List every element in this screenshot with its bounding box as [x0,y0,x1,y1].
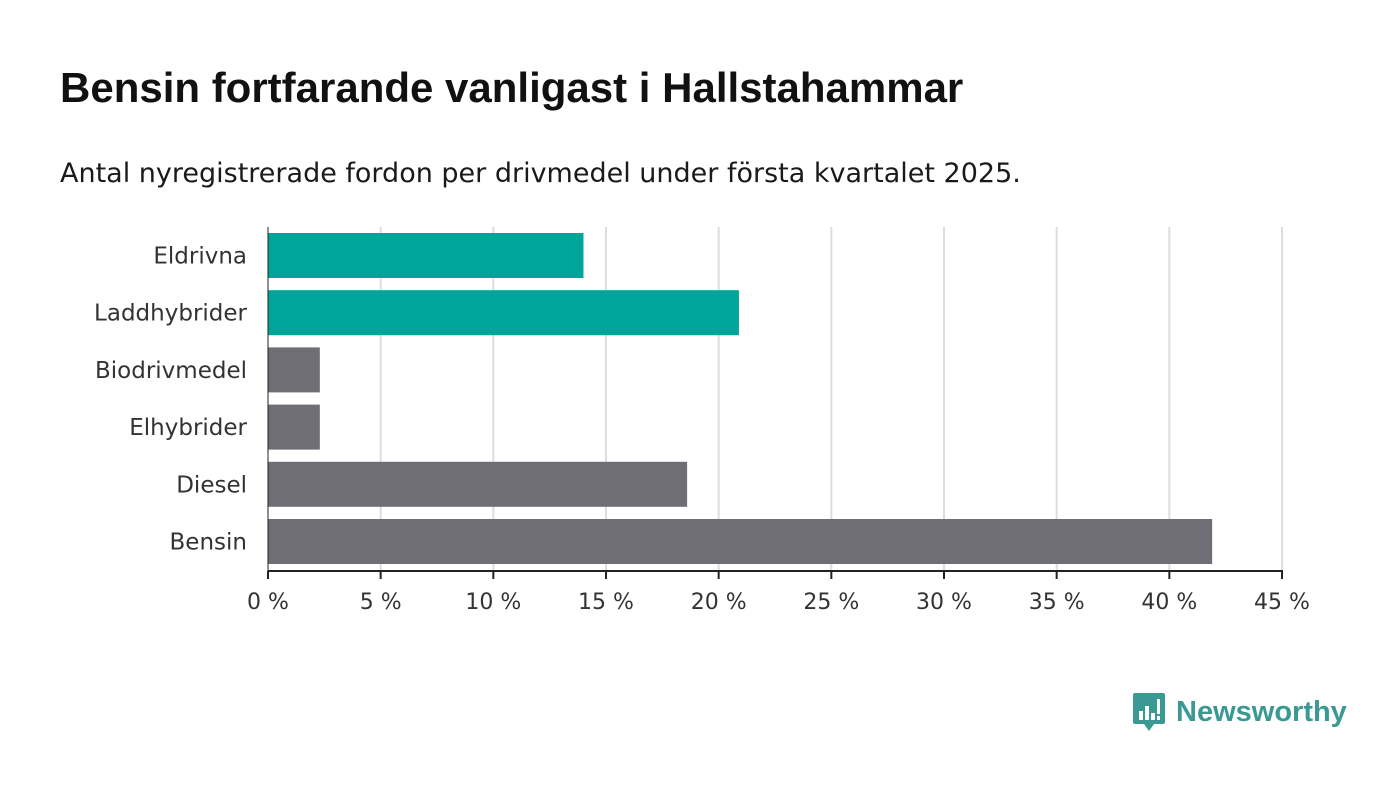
x-tick-label: 10 % [465,590,521,615]
x-tick-label: 15 % [578,590,634,615]
x-tick-label: 0 % [247,590,289,615]
gridlines [379,227,1283,571]
brand-name: Newsworthy [1176,696,1347,728]
bar [268,233,584,278]
x-axis: 0 % 5 % 10 % 15 % 20 % 25 % 30 % 35 % 40 % 45 % [247,227,1310,615]
category-label: Bensin [170,530,247,556]
x-tick-label: 5 % [360,590,402,615]
chart-subtitle: Antal nyregistrerade fordon per drivmede… [60,158,1021,189]
category-label: Biodrivmedel [95,358,247,384]
x-tick-label: 20 % [691,590,747,615]
bar [268,347,320,393]
chart-title: Bensin fortfarande vanligast i Hallstaha… [60,64,964,111]
bar [268,290,739,336]
x-tick-label: 40 % [1141,590,1197,615]
bar [268,404,320,450]
category-label: Eldrivna [153,244,247,270]
category-label: Elhybrider [129,415,247,441]
bar [268,519,1213,564]
category-label: Laddhybrider [94,301,247,327]
newsworthy-logo: Newsworthy [1132,690,1347,734]
category-label: Diesel [176,472,247,498]
x-tick-label: 35 % [1029,590,1085,615]
bar [268,461,688,507]
x-tick-label: 25 % [803,590,859,615]
category-labels: Eldrivna Laddhybrider Biodrivmedel Elhybrid… [94,244,247,556]
x-tick-label: 30 % [916,590,972,615]
x-tick-label: 45 % [1254,590,1310,615]
bars [268,233,1213,564]
bar-chart-speech-bubble-icon [1133,693,1165,731]
